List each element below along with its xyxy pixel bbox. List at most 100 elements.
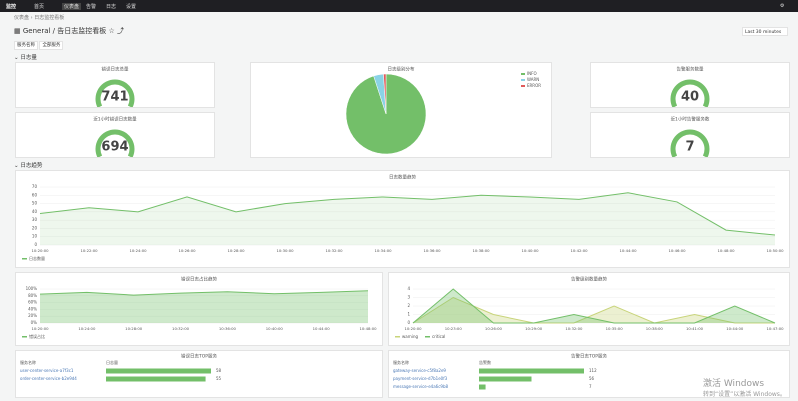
x-tick-label: 10:32:00	[565, 326, 583, 331]
time-picker[interactable]: Last 30 minutes	[742, 27, 788, 36]
y-tick-label: 20	[32, 225, 38, 230]
panel: 告警日志TOP服务 服务名称 告警数 gateway-service-c5f8a2e9…	[388, 350, 790, 398]
x-tick-label: 10:36:00	[219, 326, 237, 331]
settings-icon[interactable]: ⚙	[780, 3, 785, 9]
folder[interactable]: General	[22, 27, 51, 35]
legend-swatch	[22, 258, 27, 260]
filter-value[interactable]: 全部服务	[39, 41, 64, 50]
bar-gauge	[106, 368, 211, 374]
row-header[interactable]: ⌄ 日志量	[14, 55, 37, 61]
nav-item[interactable]: 首页	[34, 4, 45, 10]
line-series	[39, 192, 776, 236]
bar-gauge	[479, 376, 532, 382]
service-name: order-center-service-b2e9d4	[20, 376, 77, 381]
y-tick-label: 2	[407, 303, 410, 308]
pie-slice	[383, 73, 387, 115]
panel-svg: 错误日志占比趋势 0% 20% 40%60% 80% 100% 10:20:00 10:24:…	[22, 276, 377, 339]
legend-label: critical	[432, 334, 445, 339]
legend-swatch	[521, 85, 525, 87]
panel-title: 错误日志占比趋势	[181, 276, 217, 283]
breadcrumb-item[interactable]: 日志监控看板	[34, 15, 65, 21]
y-tick-label: 70	[32, 184, 38, 189]
nav-item[interactable]: 设置	[126, 4, 137, 10]
line-series	[39, 290, 369, 296]
legend-swatch	[521, 73, 525, 75]
cell-value: 112	[589, 368, 597, 373]
x-tick-label: 10:38:00	[472, 248, 490, 253]
service-name: message-service-e4a6c9b8	[393, 384, 448, 389]
gauge-arc	[670, 79, 710, 108]
x-tick-label: 10:29:00	[525, 326, 543, 331]
panel: 错误日志占比趋势 0% 20% 40% 60% 80% 100% 10:20:00 10:24:…	[15, 272, 383, 346]
panel-title: 告警服务数量	[677, 66, 704, 73]
panel-title: 日志数量趋势	[389, 174, 416, 181]
service-name: user-center-service-a7f3c1	[20, 368, 74, 373]
breadcrumb: 仪表盘 › 日志监控看板	[14, 15, 65, 21]
service-name: gateway-service-c5f8a2e9	[393, 368, 446, 373]
logo[interactable]: 监控	[6, 4, 17, 10]
row-title: 日志量	[20, 55, 37, 61]
panel: 近1小时错误日志数量 694	[15, 112, 215, 158]
line-series	[412, 288, 776, 324]
x-tick-label: 10:40:00	[266, 326, 284, 331]
y-tick-label: 100%	[26, 286, 38, 291]
bar-gauge	[479, 384, 486, 390]
x-tick-label: 10:48:00	[717, 248, 735, 253]
y-tick-label: 4	[407, 286, 410, 291]
row-title: 日志趋势	[20, 163, 43, 169]
x-tick-label: 10:35:00	[606, 326, 624, 331]
filter-label: 服务名称	[14, 41, 38, 50]
x-tick-label: 10:40:00	[521, 248, 539, 253]
y-tick-label: 0%	[31, 320, 38, 325]
column-header: 日志量	[106, 359, 118, 365]
x-tick-label: 10:36:00	[423, 248, 441, 253]
x-tick-label: 10:44:00	[726, 326, 744, 331]
legend-swatch	[395, 336, 400, 338]
legend-swatch	[521, 79, 525, 81]
x-tick-label: 10:38:00	[646, 326, 664, 331]
panel: 日志级别分布 INFO WARN ERROR	[250, 62, 552, 158]
y-tick-label: 50	[32, 201, 38, 206]
panel-title: 近1小时错误日志数量	[93, 116, 137, 123]
column-header: 告警数	[479, 359, 491, 365]
gauge-value: 694	[101, 140, 128, 155]
y-tick-label: 40%	[28, 306, 37, 311]
x-tick-label: 10:48:00	[359, 326, 377, 331]
dashboard-title: ▦ General / 告日志监控看板 ☆ ⤴	[14, 27, 124, 35]
bar-gauge	[106, 376, 206, 382]
panel: 近1小时告警服务数 7	[590, 112, 790, 158]
top-nav: 监控 首页 仪表盘 告警 日志 设置 ⚙	[0, 0, 798, 12]
legend-label: WARN	[527, 77, 539, 82]
panel-svg: 日志数量趋势 0 10 20 30 40 50 60 70 10:20:00 10:22:00 10:…	[22, 174, 784, 261]
panel-svg: 错误日志总量 741	[95, 66, 135, 108]
nav-item[interactable]: 仪表盘	[62, 3, 82, 10]
filter: 服务名称 全部服务	[14, 41, 64, 50]
legend-label: INFO	[527, 71, 537, 76]
y-tick-label: 30	[32, 217, 38, 222]
legend-label: 错误占比	[29, 333, 45, 339]
breadcrumb-item[interactable]: 仪表盘	[14, 15, 30, 21]
title: 告日志监控看板	[57, 27, 107, 35]
panel: 错误日志总量 741	[15, 62, 215, 108]
nav-item[interactable]: 告警	[86, 4, 97, 10]
panel-title: 日志级别分布	[388, 66, 415, 73]
cell-value: 58	[216, 368, 222, 373]
panel: 告警级别数量趋势 0 1 2 3 4 10:20:00 10:23:00 10:26:00 10:…	[388, 272, 790, 346]
x-tick-label: 10:44:00	[619, 248, 637, 253]
legend-label: ERROR	[527, 83, 541, 88]
gauge-value: 40	[681, 90, 699, 105]
y-tick-label: 60	[32, 192, 38, 197]
x-tick-label: 10:23:00	[445, 326, 463, 331]
row-header[interactable]: ⌄ 日志趋势	[14, 163, 43, 169]
panel-svg: 近1小时告警服务数 7	[670, 116, 710, 158]
area-fill	[40, 192, 775, 245]
gauge-value: 7	[685, 140, 694, 155]
x-tick-label: 10:20:00	[404, 326, 422, 331]
cell-value: 7	[589, 384, 592, 389]
legend-swatch	[425, 336, 430, 338]
panel: 告警服务数量 40	[590, 62, 790, 108]
nav-item[interactable]: 日志	[106, 4, 117, 10]
